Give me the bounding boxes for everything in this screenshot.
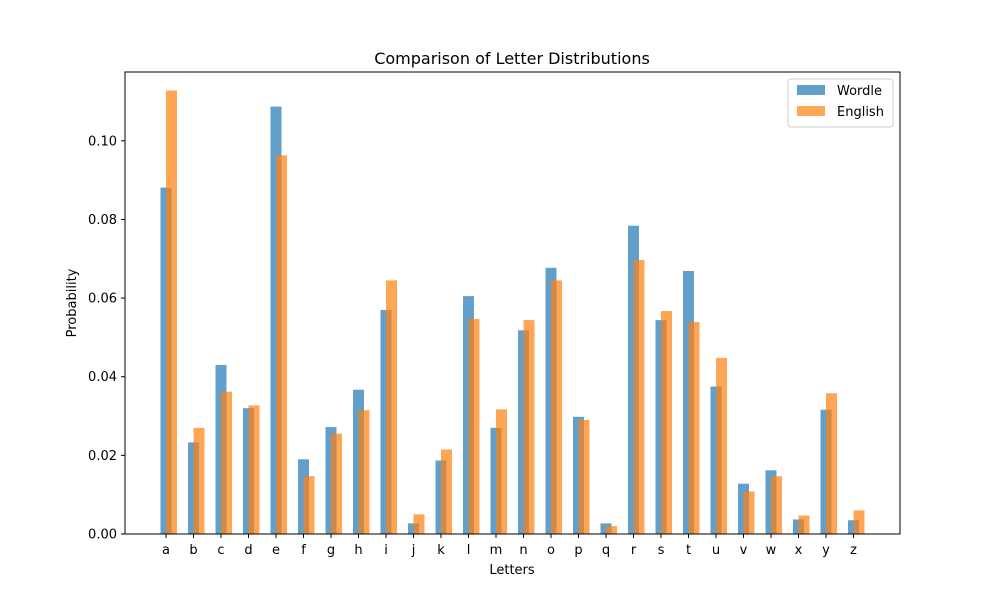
- bar-english-v: [743, 491, 755, 534]
- x-tick-label-s: s: [658, 543, 665, 558]
- bar-english-z: [853, 510, 865, 534]
- bar-english-y: [826, 393, 837, 534]
- x-tick-label-f: f: [301, 543, 306, 558]
- x-axis-label: Letters: [489, 563, 535, 578]
- y-axis-label: Probability: [65, 268, 80, 337]
- legend-label-wordle: Wordle: [837, 84, 882, 99]
- legend-swatch-wordle: [797, 85, 825, 95]
- x-tick-label-h: h: [354, 543, 362, 558]
- x-tick-label-b: b: [189, 543, 197, 558]
- y-tick-label: 0.00: [88, 528, 117, 543]
- x-tick-label-r: r: [631, 543, 637, 558]
- x-tick-label-u: u: [712, 543, 720, 558]
- bar-english-x: [798, 515, 810, 534]
- y-axis: 0.00 0.02 0.04 0.06 0.08 0.10: [88, 134, 125, 543]
- x-tick-label-o: o: [547, 543, 555, 558]
- x-tick-label-k: k: [437, 543, 445, 558]
- plot-frame: [124, 71, 901, 535]
- bar-english-m: [496, 409, 507, 534]
- x-tick-label-y: y: [822, 543, 830, 558]
- bar-english-u: [716, 357, 727, 534]
- bar-english-q: [606, 526, 617, 534]
- x-tick-label-v: v: [740, 543, 748, 558]
- bar-english-s: [661, 311, 672, 534]
- legend-swatch-english: [797, 106, 825, 116]
- bar-english-w: [771, 476, 782, 534]
- x-tick-label-j: j: [411, 543, 416, 558]
- bar-english-a: [166, 90, 177, 534]
- x-tick-label-w: w: [766, 543, 777, 558]
- bar-english-p: [578, 419, 590, 534]
- legend: Wordle English: [787, 78, 894, 128]
- x-tick-label-g: g: [327, 543, 335, 558]
- y-tick-label: 0.02: [88, 449, 117, 464]
- x-tick-label-q: q: [602, 543, 610, 558]
- bar-english-b: [193, 427, 205, 534]
- x-tick-label-x: x: [795, 543, 803, 558]
- x-tick-label-n: n: [519, 543, 527, 558]
- x-tick-label-c: c: [217, 543, 224, 558]
- y-tick-label: 0.04: [88, 370, 117, 385]
- bar-english-n: [523, 320, 535, 534]
- bar-english-k: [441, 449, 452, 534]
- bar-english-d: [248, 405, 260, 534]
- x-tick-label-l: l: [467, 543, 471, 558]
- x-tick-label-t: t: [686, 543, 691, 558]
- legend-label-english: English: [837, 105, 884, 120]
- bar-english-l: [468, 318, 480, 534]
- x-tick-label-z: z: [850, 543, 857, 558]
- bar-english-i: [386, 280, 397, 534]
- y-tick-label: 0.08: [88, 213, 117, 228]
- bar-english-o: [551, 280, 562, 534]
- bar-english-e: [276, 155, 287, 534]
- x-axis: a b c d e f g h i j k l m n o p q r s t u v w x y z: [162, 534, 857, 558]
- bar-english-f: [303, 476, 315, 534]
- chart-title: Comparison of Letter Distributions: [374, 49, 650, 68]
- x-tick-label-a: a: [162, 543, 170, 558]
- bar-english-j: [413, 514, 425, 534]
- bar-english-t: [688, 322, 700, 534]
- bar-english-g: [331, 433, 342, 534]
- bars-group: [160, 90, 865, 535]
- x-tick-label-i: i: [384, 543, 388, 558]
- bar-english-r: [633, 259, 645, 534]
- y-tick-label: 0.10: [88, 134, 117, 149]
- x-tick-label-e: e: [272, 543, 280, 558]
- y-tick-label: 0.06: [88, 292, 117, 307]
- x-tick-label-m: m: [490, 543, 503, 558]
- x-tick-label-p: p: [574, 543, 582, 558]
- bar-english-h: [358, 410, 370, 534]
- x-tick-label-d: d: [244, 543, 252, 558]
- bar-english-c: [221, 391, 232, 534]
